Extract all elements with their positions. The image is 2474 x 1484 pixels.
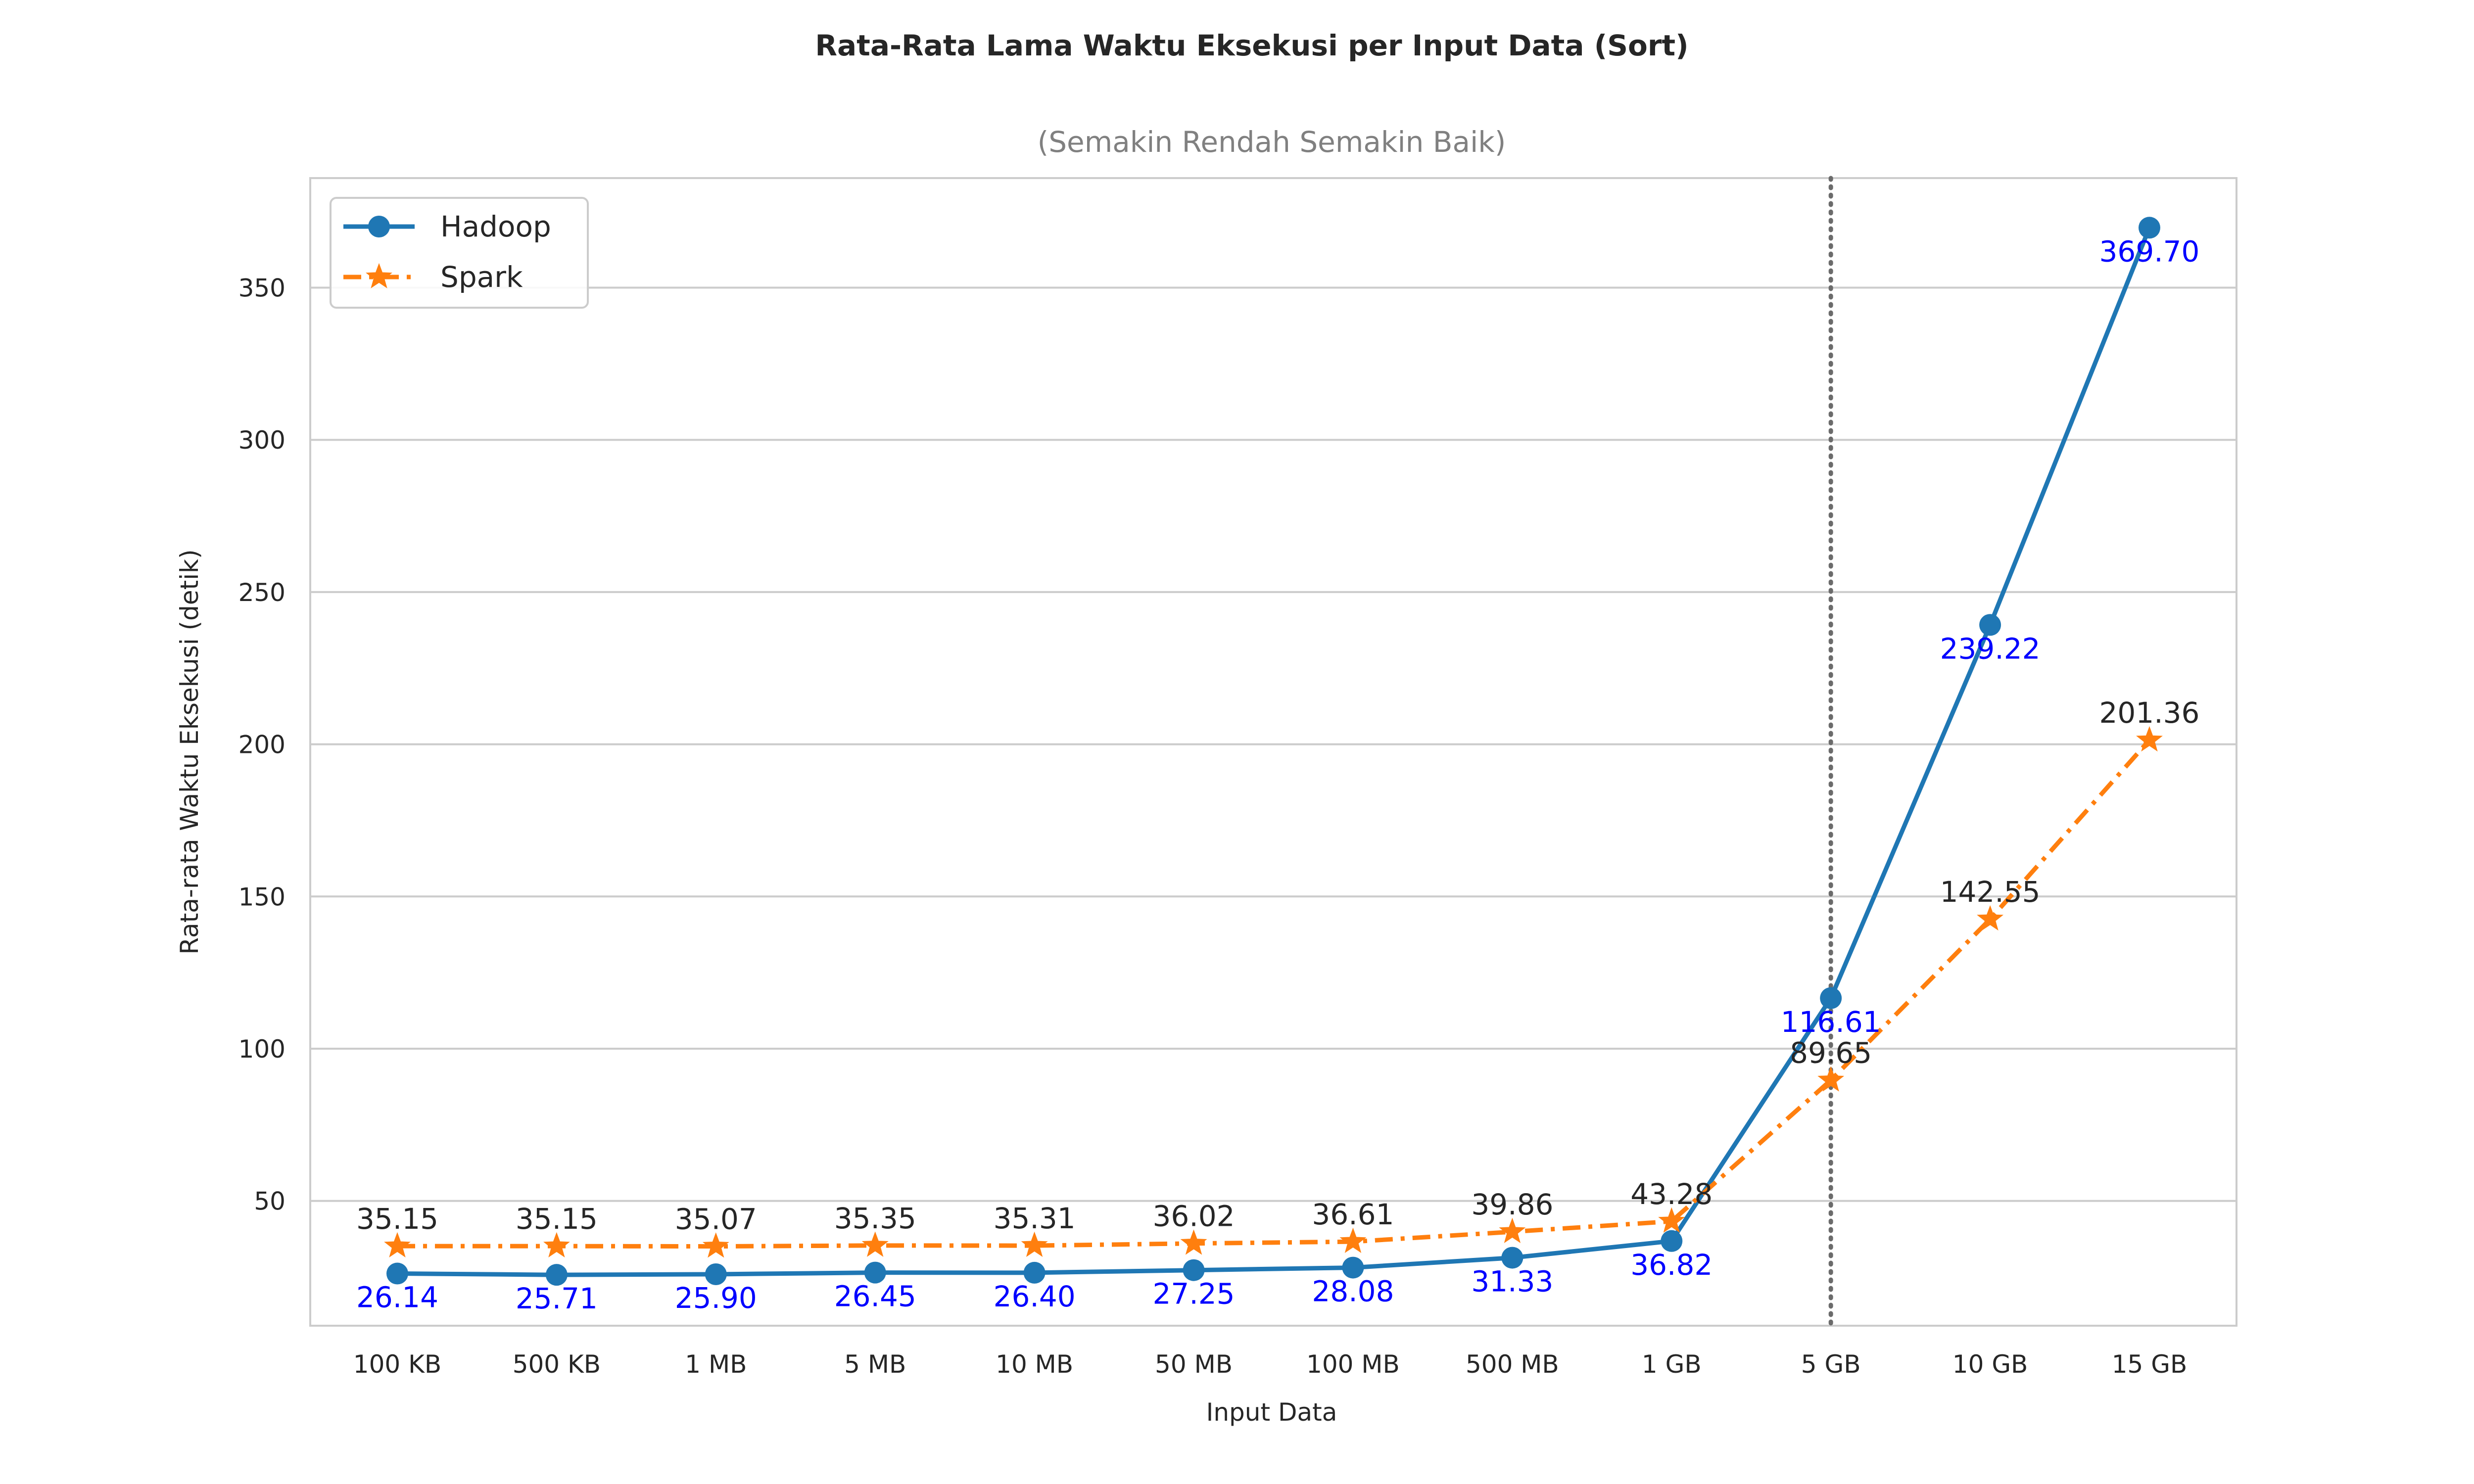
data-label-spark: 35.31	[994, 1202, 1076, 1235]
y-tick-label: 250	[238, 578, 285, 607]
data-point-hadoop	[1501, 1247, 1523, 1269]
data-label-hadoop: 36.82	[1630, 1248, 1713, 1282]
legend-label-hadoop: Hadoop	[440, 210, 551, 243]
data-point-hadoop	[2139, 217, 2160, 239]
data-label-hadoop: 25.90	[675, 1281, 757, 1315]
chart-title: Rata-Rata Lama Waktu Eksekusi per Input …	[815, 29, 1688, 62]
y-tick-label: 100	[238, 1035, 285, 1064]
data-label-hadoop: 369.70	[2099, 234, 2200, 268]
data-label-spark: 35.35	[834, 1202, 916, 1235]
data-label-hadoop: 27.25	[1153, 1277, 1235, 1311]
data-point-spark	[1658, 1207, 1685, 1233]
legend-label-spark: Spark	[440, 260, 523, 294]
data-point-hadoop	[1183, 1259, 1205, 1281]
data-point-spark	[861, 1231, 889, 1257]
data-point-spark	[1817, 1066, 1845, 1092]
data-point-spark	[1021, 1231, 1048, 1257]
legend-marker-spark	[366, 263, 392, 288]
x-tick-label: 50 MB	[1155, 1350, 1233, 1379]
data-point-spark	[1180, 1229, 1207, 1255]
data-label-hadoop: 31.33	[1471, 1265, 1553, 1298]
plot-area: 50 100 150 200 250 300 350 100 KB 500 KB 1 MB 5 MB…	[238, 176, 2237, 1379]
y-tick-label: 300	[238, 426, 285, 455]
chart-subtitle: (Semakin Rendah Semakin Baik)	[1038, 125, 1506, 159]
data-point-hadoop	[545, 1264, 568, 1286]
data-point-hadoop	[864, 1261, 886, 1284]
data-label-spark: 43.28	[1630, 1177, 1713, 1211]
series-line-spark	[397, 739, 2151, 1249]
data-point-hadoop	[1342, 1256, 1364, 1279]
y-axis-label: Rata-rata Waktu Eksekusi (detik)	[175, 549, 204, 954]
data-point-spark	[543, 1232, 570, 1258]
data-label-spark: 35.15	[356, 1202, 438, 1236]
series-line-hadoop	[397, 227, 2152, 1277]
data-point-hadoop	[705, 1263, 727, 1285]
data-label-spark: 89.65	[1790, 1036, 1872, 1070]
legend-marker-hadoop	[368, 216, 390, 237]
data-point-spark	[384, 1232, 411, 1258]
x-tick-label: 100 MB	[1306, 1350, 1400, 1379]
y-tick-label: 200	[238, 731, 285, 759]
data-point-hadoop	[1023, 1261, 1046, 1284]
x-tick-label: 5 GB	[1801, 1350, 1861, 1379]
x-axis-label: Input Data	[1206, 1398, 1337, 1427]
data-label-spark: 36.02	[1153, 1200, 1235, 1233]
data-point-hadoop	[1979, 614, 2001, 636]
x-tick-label: 10 GB	[1952, 1350, 2028, 1379]
data-label-hadoop: 26.40	[994, 1280, 1076, 1313]
x-tick-label: 1 GB	[1642, 1350, 1702, 1379]
x-tick-label: 10 MB	[996, 1350, 1073, 1379]
data-label-spark: 201.36	[2099, 696, 2200, 730]
data-label-spark: 36.61	[1312, 1198, 1394, 1231]
data-label-hadoop: 28.08	[1312, 1275, 1394, 1308]
data-label-hadoop: 116.61	[1781, 1005, 1881, 1039]
data-label-hadoop: 26.45	[834, 1280, 916, 1313]
data-point-spark	[1977, 905, 2004, 931]
data-label-spark: 39.86	[1471, 1188, 1553, 1221]
x-tick-label: 5 MB	[844, 1350, 906, 1379]
x-tick-label: 15 GB	[2112, 1350, 2188, 1379]
legend: Hadoop Spark	[330, 197, 589, 309]
data-label-hadoop: 26.14	[356, 1281, 438, 1314]
x-tick-label: 1 MB	[685, 1350, 747, 1379]
data-point-spark	[1499, 1217, 1526, 1244]
data-point-hadoop	[1820, 987, 1842, 1009]
data-point-hadoop	[386, 1262, 408, 1285]
data-label-spark: 142.55	[1940, 875, 2041, 909]
x-tick-label: 500 MB	[1466, 1350, 1559, 1379]
data-point-spark	[1339, 1227, 1367, 1253]
data-label-hadoop: 239.22	[1940, 632, 2041, 665]
x-tick-label: 100 KB	[353, 1350, 441, 1379]
y-tick-label: 50	[254, 1187, 285, 1216]
data-label-hadoop: 25.71	[516, 1282, 598, 1315]
y-tick-label: 350	[238, 274, 285, 303]
data-point-spark	[702, 1232, 729, 1258]
data-label-spark: 35.07	[675, 1203, 757, 1236]
y-tick-label: 150	[238, 882, 285, 911]
plot-frame	[309, 177, 2237, 1327]
data-point-spark	[2136, 726, 2163, 752]
data-label-spark: 35.15	[516, 1202, 598, 1236]
x-tick-label: 500 KB	[513, 1350, 601, 1379]
data-point-hadoop	[1661, 1230, 1683, 1252]
